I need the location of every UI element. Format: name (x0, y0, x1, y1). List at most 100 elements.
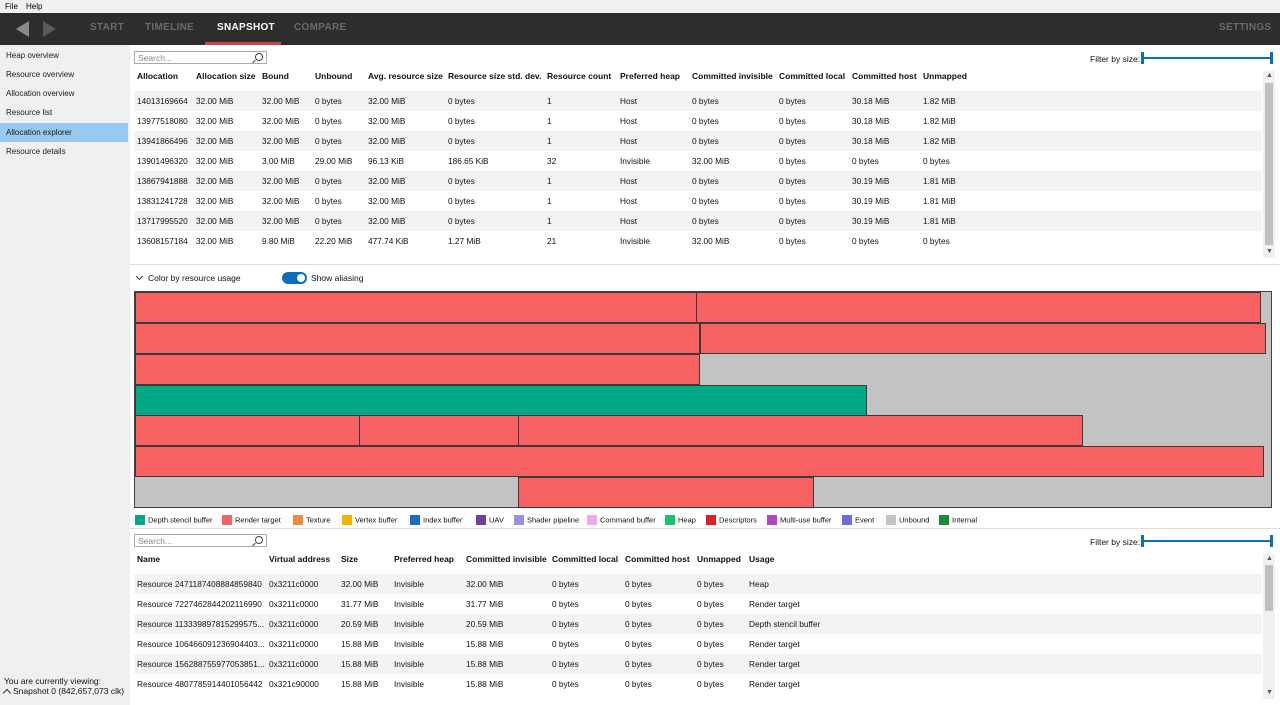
sidebar-item-resource-overview[interactable]: Resource overview (6, 70, 75, 79)
cell-preferred-heap: Invisible (391, 614, 463, 634)
slider-max-handle[interactable] (1270, 52, 1273, 64)
scroll-down-icon[interactable]: ▼ (1266, 689, 1273, 696)
menu-help[interactable]: Help (26, 2, 43, 11)
snapshot-selector[interactable]: Snapshot 0 (842,657,073 clk) (2, 686, 124, 698)
size-filter-slider[interactable] (1141, 535, 1273, 547)
column-header-preferred-heap[interactable]: Preferred heap (394, 554, 454, 564)
resource-table-scrollbar[interactable]: ▲ ▼ (1263, 554, 1275, 699)
column-header-resource-count[interactable]: Resource count (547, 71, 612, 81)
slider-max-handle[interactable] (1270, 535, 1273, 547)
cell-preferred-heap: Invisible (391, 654, 463, 674)
column-header-unmapped[interactable]: Unmapped (697, 554, 741, 564)
slider-min-handle[interactable] (1141, 52, 1144, 64)
allocation-row[interactable]: 13608157184 32.00 MiB 9.80 MiB 22.20 MiB 477… (134, 231, 1262, 251)
memory-block[interactable] (135, 292, 697, 323)
memory-block[interactable] (518, 477, 814, 508)
cell-committed-invisible: 20.59 MiB (463, 614, 549, 634)
column-header-committed-invisible[interactable]: Committed invisible (692, 71, 773, 81)
cell-allocation: 13608157184 (137, 236, 188, 246)
legend-swatch (135, 515, 145, 526)
column-header-committed-local[interactable]: Committed local (779, 71, 846, 81)
column-header-committed-host[interactable]: Committed host (852, 71, 917, 81)
memory-block[interactable] (696, 292, 1261, 323)
allocation-row[interactable]: 13867941888 32.00 MiB 32.00 MiB 0 bytes 32.0… (134, 171, 1262, 191)
nav-bar: START TIMELINE SNAPSHOT COMPARE SETTINGS (0, 13, 1280, 45)
tab-snapshot[interactable]: SNAPSHOT (217, 22, 275, 33)
resource-search-input[interactable]: Search... (134, 534, 267, 547)
memory-map[interactable] (134, 291, 1272, 508)
memory-block[interactable] (135, 446, 1264, 477)
legend-item: Event (842, 515, 874, 526)
memory-block[interactable] (135, 415, 360, 446)
panel-divider (130, 528, 1280, 529)
back-arrow-icon[interactable] (16, 21, 29, 37)
allocation-search-input[interactable]: Search... (134, 51, 267, 64)
scroll-up-icon[interactable]: ▲ (1266, 555, 1273, 562)
column-header-virtual-address[interactable]: Virtual address (269, 554, 331, 564)
tab-settings[interactable]: SETTINGS (1219, 22, 1272, 33)
allocation-row[interactable]: 13901496320 32.00 MiB 3.00 MiB 29.00 MiB 96.… (134, 151, 1262, 171)
allocation-row[interactable]: 14013169664 32.00 MiB 32.00 MiB 0 bytes 32.0… (134, 91, 1262, 111)
memory-block[interactable] (135, 323, 700, 354)
resource-row[interactable]: Resource 7227462844202116990 0x3211c0000 3… (134, 594, 1262, 614)
column-header-preferred-heap[interactable]: Preferred heap (620, 71, 680, 81)
resource-row[interactable]: Resource 2471187408884859840 0x3211c0000 3… (134, 574, 1262, 594)
column-header-committed-invisible[interactable]: Committed invisible (466, 554, 547, 564)
column-header-allocation[interactable]: Allocation (137, 71, 179, 81)
column-header-unbound[interactable]: Unbound (315, 71, 353, 81)
cell-unmapped: 1.82 MiB (923, 116, 956, 126)
cell-committed-invisible: 0 bytes (689, 91, 776, 111)
forward-arrow-icon[interactable] (43, 21, 56, 37)
cell-committed-host: 30.19 MiB (852, 196, 890, 206)
resource-row[interactable]: Resource 106466091236904403... 0x3211c000… (134, 634, 1262, 654)
cell-unbound: 0 bytes (312, 91, 365, 111)
menu-file[interactable]: File (5, 2, 18, 11)
tab-compare[interactable]: COMPARE (294, 22, 347, 33)
column-header-allocation-size[interactable]: Allocation size (196, 71, 256, 81)
column-header-name[interactable]: Name (137, 554, 161, 564)
resource-row[interactable]: Resource 156288755977053851... 0x3211c000… (134, 654, 1262, 674)
legend-item: Vertex buffer (342, 515, 397, 526)
sidebar-item-allocation-overview[interactable]: Allocation overview (6, 89, 75, 98)
allocation-row[interactable]: 13941866496 32.00 MiB 32.00 MiB 0 bytes 32.0… (134, 131, 1262, 151)
memory-block[interactable] (518, 415, 1083, 446)
memory-block[interactable] (135, 385, 867, 416)
cell-committed-host: 30.19 MiB (849, 211, 920, 231)
scroll-up-icon[interactable]: ▲ (1266, 72, 1273, 79)
aliasing-toggle[interactable] (282, 272, 307, 284)
allocation-row[interactable]: 13977518080 32.00 MiB 32.00 MiB 0 bytes 32.0… (134, 111, 1262, 131)
legend-label: Depth stencil buffer (148, 515, 213, 525)
scrollbar-thumb[interactable] (1265, 83, 1273, 245)
sidebar-item-resource-list[interactable]: Resource list (6, 108, 53, 117)
scrollbar-thumb[interactable] (1265, 565, 1273, 611)
tab-timeline[interactable]: TIMELINE (145, 22, 195, 33)
column-header-committed-host[interactable]: Committed host (625, 554, 690, 564)
allocation-row[interactable]: 13831241728 32.00 MiB 32.00 MiB 0 bytes 32.0… (134, 191, 1262, 211)
legend-swatch (222, 515, 232, 526)
tab-start[interactable]: START (90, 22, 125, 33)
color-mode-dropdown[interactable]: Color by resource usage (135, 272, 241, 283)
slider-min-handle[interactable] (1141, 535, 1144, 547)
cell-name: Resource 113339897815299575... (134, 614, 266, 634)
column-header-resource-size-std-dev[interactable]: Resource size std. dev. (448, 71, 542, 81)
allocation-table-scrollbar[interactable]: ▲ ▼ (1263, 71, 1275, 258)
column-header-avg-resource-size[interactable]: Avg. resource size (368, 71, 443, 81)
scroll-down-icon[interactable]: ▼ (1266, 248, 1273, 255)
memory-block[interactable] (135, 354, 700, 385)
cell-committed-local: 0 bytes (552, 599, 579, 609)
sidebar-item-heap-overview[interactable]: Heap overview (6, 51, 59, 60)
memory-block[interactable] (359, 415, 519, 446)
column-header-unmapped[interactable]: Unmapped (923, 71, 967, 81)
memory-block[interactable] (700, 323, 1266, 354)
sidebar-item-resource-details[interactable]: Resource details (6, 147, 66, 156)
resource-row[interactable]: Resource 113339897815299575... 0x3211c000… (134, 614, 1262, 634)
column-header-committed-local[interactable]: Committed local (552, 554, 619, 564)
column-header-usage[interactable]: Usage (749, 554, 775, 564)
column-header-size[interactable]: Size (341, 554, 359, 564)
resource-row[interactable]: Resource 4807785914401056442 0x321c90000 1… (134, 674, 1262, 694)
sidebar-item-allocation-explorer[interactable]: Allocation explorer (0, 123, 128, 142)
cell-unmapped: 0 bytes (923, 236, 950, 246)
allocation-row[interactable]: 13717995520 32.00 MiB 32.00 MiB 0 bytes 32.0… (134, 211, 1262, 231)
size-filter-slider[interactable] (1141, 52, 1273, 64)
column-header-bound[interactable]: Bound (262, 71, 289, 81)
